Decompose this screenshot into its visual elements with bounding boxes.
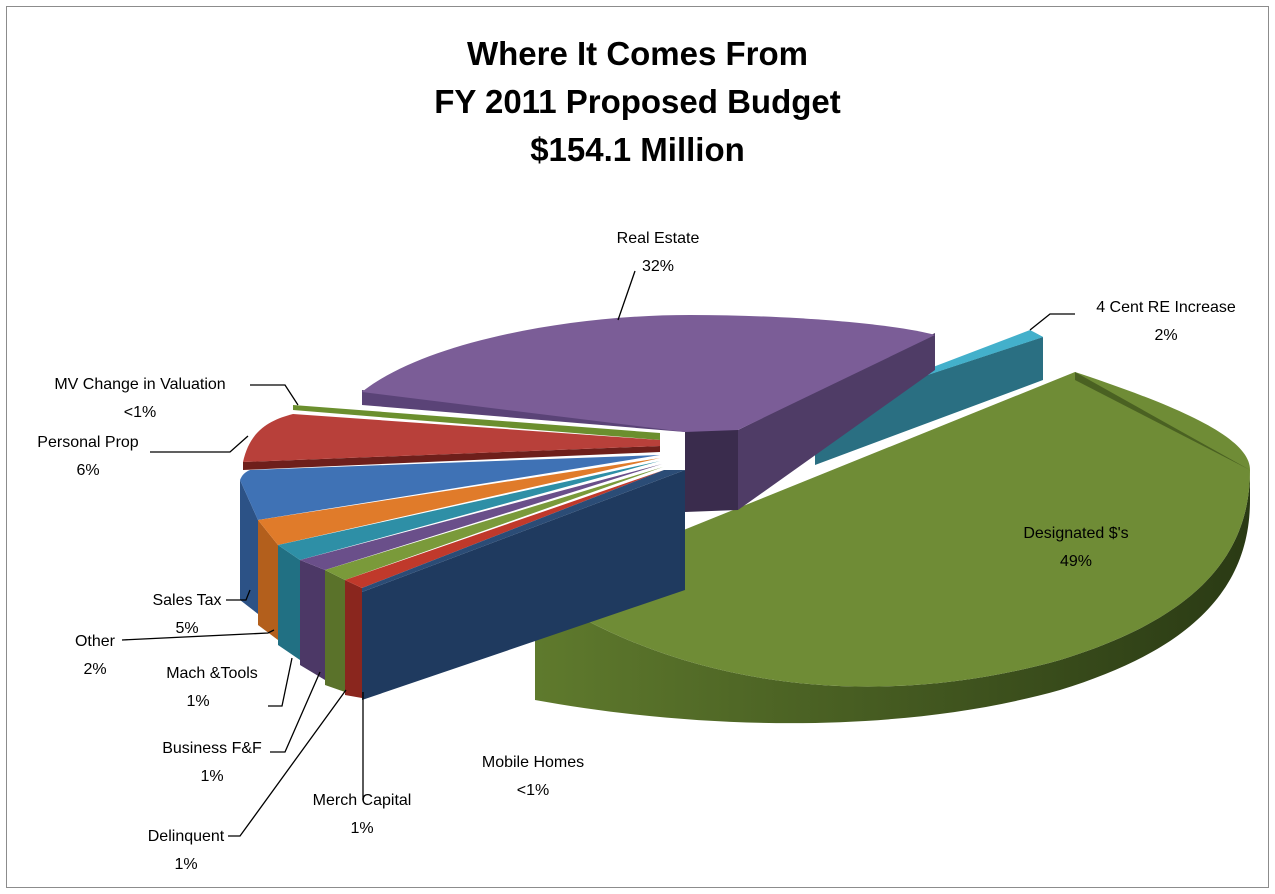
- leader-real-estate: [617, 270, 636, 321]
- slice-real-estate: [362, 315, 935, 512]
- slice-designated-top: [535, 372, 1250, 687]
- slice-designated: [535, 372, 1250, 724]
- leader-mv-change: [250, 384, 299, 406]
- slice-merch-capital-top: [345, 470, 664, 588]
- slice-personal-prop-top: [243, 414, 660, 462]
- label-other-name: Other: [75, 633, 116, 650]
- label-4cent-pct: 2%: [1154, 327, 1177, 344]
- slice-designated-side: [535, 470, 1250, 724]
- label-4cent-name: 4 Cent RE Increase: [1096, 299, 1236, 316]
- slice-real-estate-top: [362, 315, 935, 432]
- slice-mobile-homes-top: [362, 470, 685, 592]
- label-business-ff-name: Business F&F: [162, 740, 262, 757]
- chart-title-line-2: FY 2011 Proposed Budget: [434, 83, 841, 120]
- slice-sales-tax-side: [240, 480, 258, 614]
- label-mach-tools-pct: 1%: [186, 693, 209, 710]
- label-other-pct: 2%: [83, 661, 106, 678]
- slice-business-ff-side: [300, 560, 325, 680]
- label-merch-capital-name: Merch Capital: [313, 792, 412, 809]
- label-mobile-homes-pct: <1%: [517, 782, 549, 799]
- leader-mach-tools: [268, 657, 293, 707]
- label-designated-pct: 49%: [1060, 553, 1092, 570]
- slice-delinquent-top: [325, 467, 663, 580]
- label-real-estate-name: Real Estate: [617, 230, 700, 247]
- slice-sales-tax-top: [240, 455, 660, 520]
- label-real-estate-pct: 32%: [642, 258, 674, 275]
- slice-personal-prop-side: [243, 446, 660, 470]
- leader-sales-tax: [226, 589, 251, 601]
- label-sales-tax-pct: 5%: [175, 620, 198, 637]
- label-delinquent-name: Delinquent: [148, 828, 225, 845]
- slice-merch-capital-side: [345, 580, 362, 698]
- label-mobile-homes-name: Mobile Homes: [482, 754, 584, 771]
- slice-delinquent-side: [325, 570, 345, 692]
- slice-designated-face: [1075, 372, 1250, 470]
- leader-other: [121, 629, 275, 641]
- label-personal-prop-pct: 6%: [76, 462, 99, 479]
- label-mv-change-name: MV Change in Valuation: [54, 376, 225, 393]
- leader-personal-prop: [150, 435, 249, 453]
- leader-business-ff: [270, 671, 321, 753]
- slice-mobile-homes-front: [362, 470, 685, 700]
- slice-4cent-side: [815, 337, 1043, 465]
- slice-mv-change: [293, 405, 660, 440]
- chart-title-line-3: $154.1 Million: [530, 131, 745, 168]
- slice-mach-tools-side: [278, 545, 300, 660]
- label-merch-capital-pct: 1%: [350, 820, 373, 837]
- label-sales-tax-name: Sales Tax: [152, 592, 221, 609]
- leader-4cent: [1029, 313, 1075, 331]
- label-designated-name: Designated $'s: [1023, 525, 1128, 542]
- leader-delinquent: [228, 689, 347, 837]
- label-personal-prop-name: Personal Prop: [37, 434, 138, 451]
- label-delinquent-pct: 1%: [174, 856, 197, 873]
- leader-lines: [121, 270, 1075, 837]
- slice-real-estate-left-side: [685, 430, 738, 512]
- label-mach-tools-name: Mach &Tools: [166, 665, 258, 682]
- chart-title: Where It Comes From FY 2011 Proposed Bud…: [0, 30, 1275, 174]
- slice-mach-tools-top: [278, 461, 660, 560]
- slice-other-top: [258, 458, 660, 545]
- label-business-ff-pct: 1%: [200, 768, 223, 785]
- slice-real-estate-right-side: [738, 333, 935, 510]
- slice-labels: Real Estate 32% 4 Cent RE Increase 2% De…: [37, 230, 1236, 873]
- slice-business-ff-top: [300, 464, 662, 570]
- label-mv-change-pct: <1%: [124, 404, 156, 421]
- small-slices: [240, 405, 685, 700]
- slice-other-side: [258, 520, 278, 640]
- chart-title-line-1: Where It Comes From: [466, 35, 809, 72]
